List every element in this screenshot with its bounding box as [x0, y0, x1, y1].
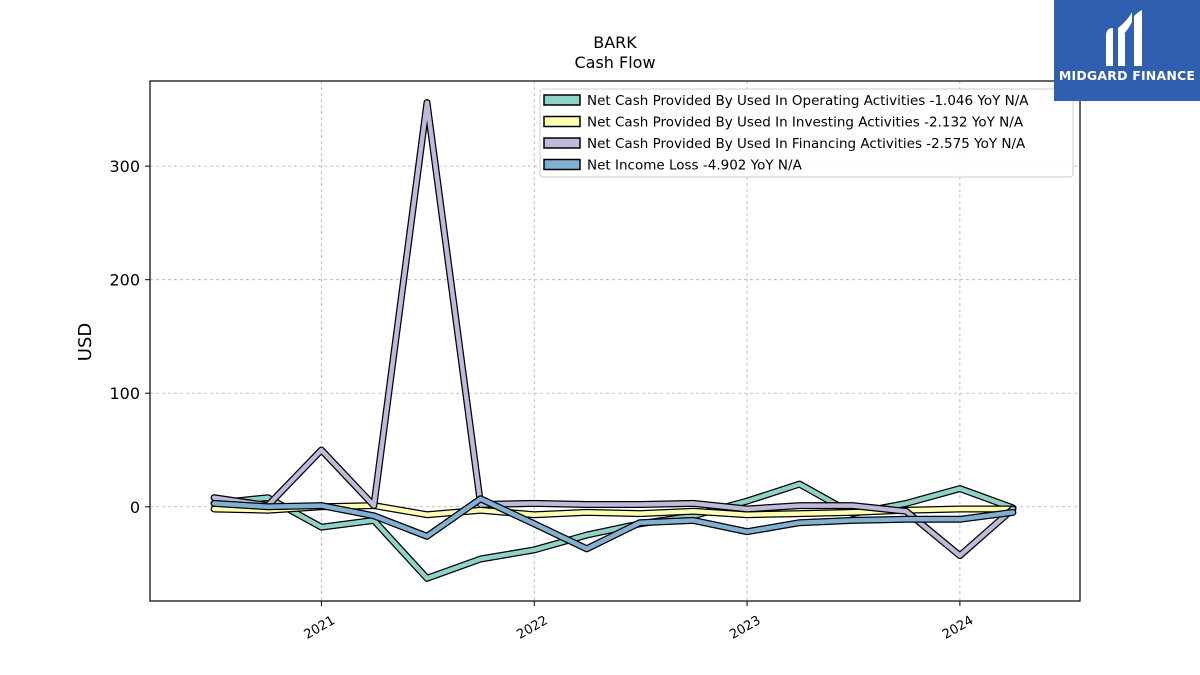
series-2 [210, 99, 1017, 560]
y-tick-label: 200 [109, 271, 140, 290]
midgard-finance-logo: MIDGARD FINANCE [1054, 0, 1200, 101]
legend-label: Net Cash Provided By Used In Operating A… [587, 93, 1029, 109]
y-tick-label: 100 [109, 384, 140, 403]
legend-box [539, 88, 1074, 178]
legend-swatch [543, 94, 581, 106]
x-tick-label: 2024 [940, 613, 976, 643]
series-line [211, 496, 1016, 552]
logo-mark-icon [1106, 10, 1142, 66]
chart-subtitle: Cash Flow [574, 53, 655, 72]
plot-frame [149, 80, 1081, 602]
legend-label: Net Income Loss -4.902 YoY N/A [587, 158, 803, 174]
x-tick-label: 2023 [727, 613, 763, 643]
legend-swatch [543, 158, 581, 171]
chart-title: BARK [593, 33, 637, 52]
legend-label: Net Cash Provided By Used In Financing A… [587, 136, 1026, 152]
legend-swatch [543, 137, 581, 149]
series-0 [210, 480, 1017, 582]
x-tick-label: 2021 [302, 613, 338, 643]
legend-label: Net Cash Provided By Used In Investing A… [587, 115, 1024, 131]
x-axis: 2021 2022 2023 2024 [302, 601, 976, 643]
legend: Net Cash Provided By Used In Operating A… [539, 88, 1074, 178]
x-tick-label: 2022 [514, 613, 550, 643]
series-lines [210, 99, 1017, 582]
legend-swatch [543, 115, 581, 128]
series-3 [210, 495, 1017, 553]
y-tick-label: 0 [130, 498, 140, 517]
logo-text: MIDGARD FINANCE [1058, 68, 1196, 83]
y-axis-label: USD [75, 323, 96, 361]
y-axis: 0 100 200 300 [109, 157, 150, 517]
series-line [211, 100, 1016, 558]
series-line [211, 481, 1016, 581]
y-tick-label: 300 [109, 157, 140, 176]
